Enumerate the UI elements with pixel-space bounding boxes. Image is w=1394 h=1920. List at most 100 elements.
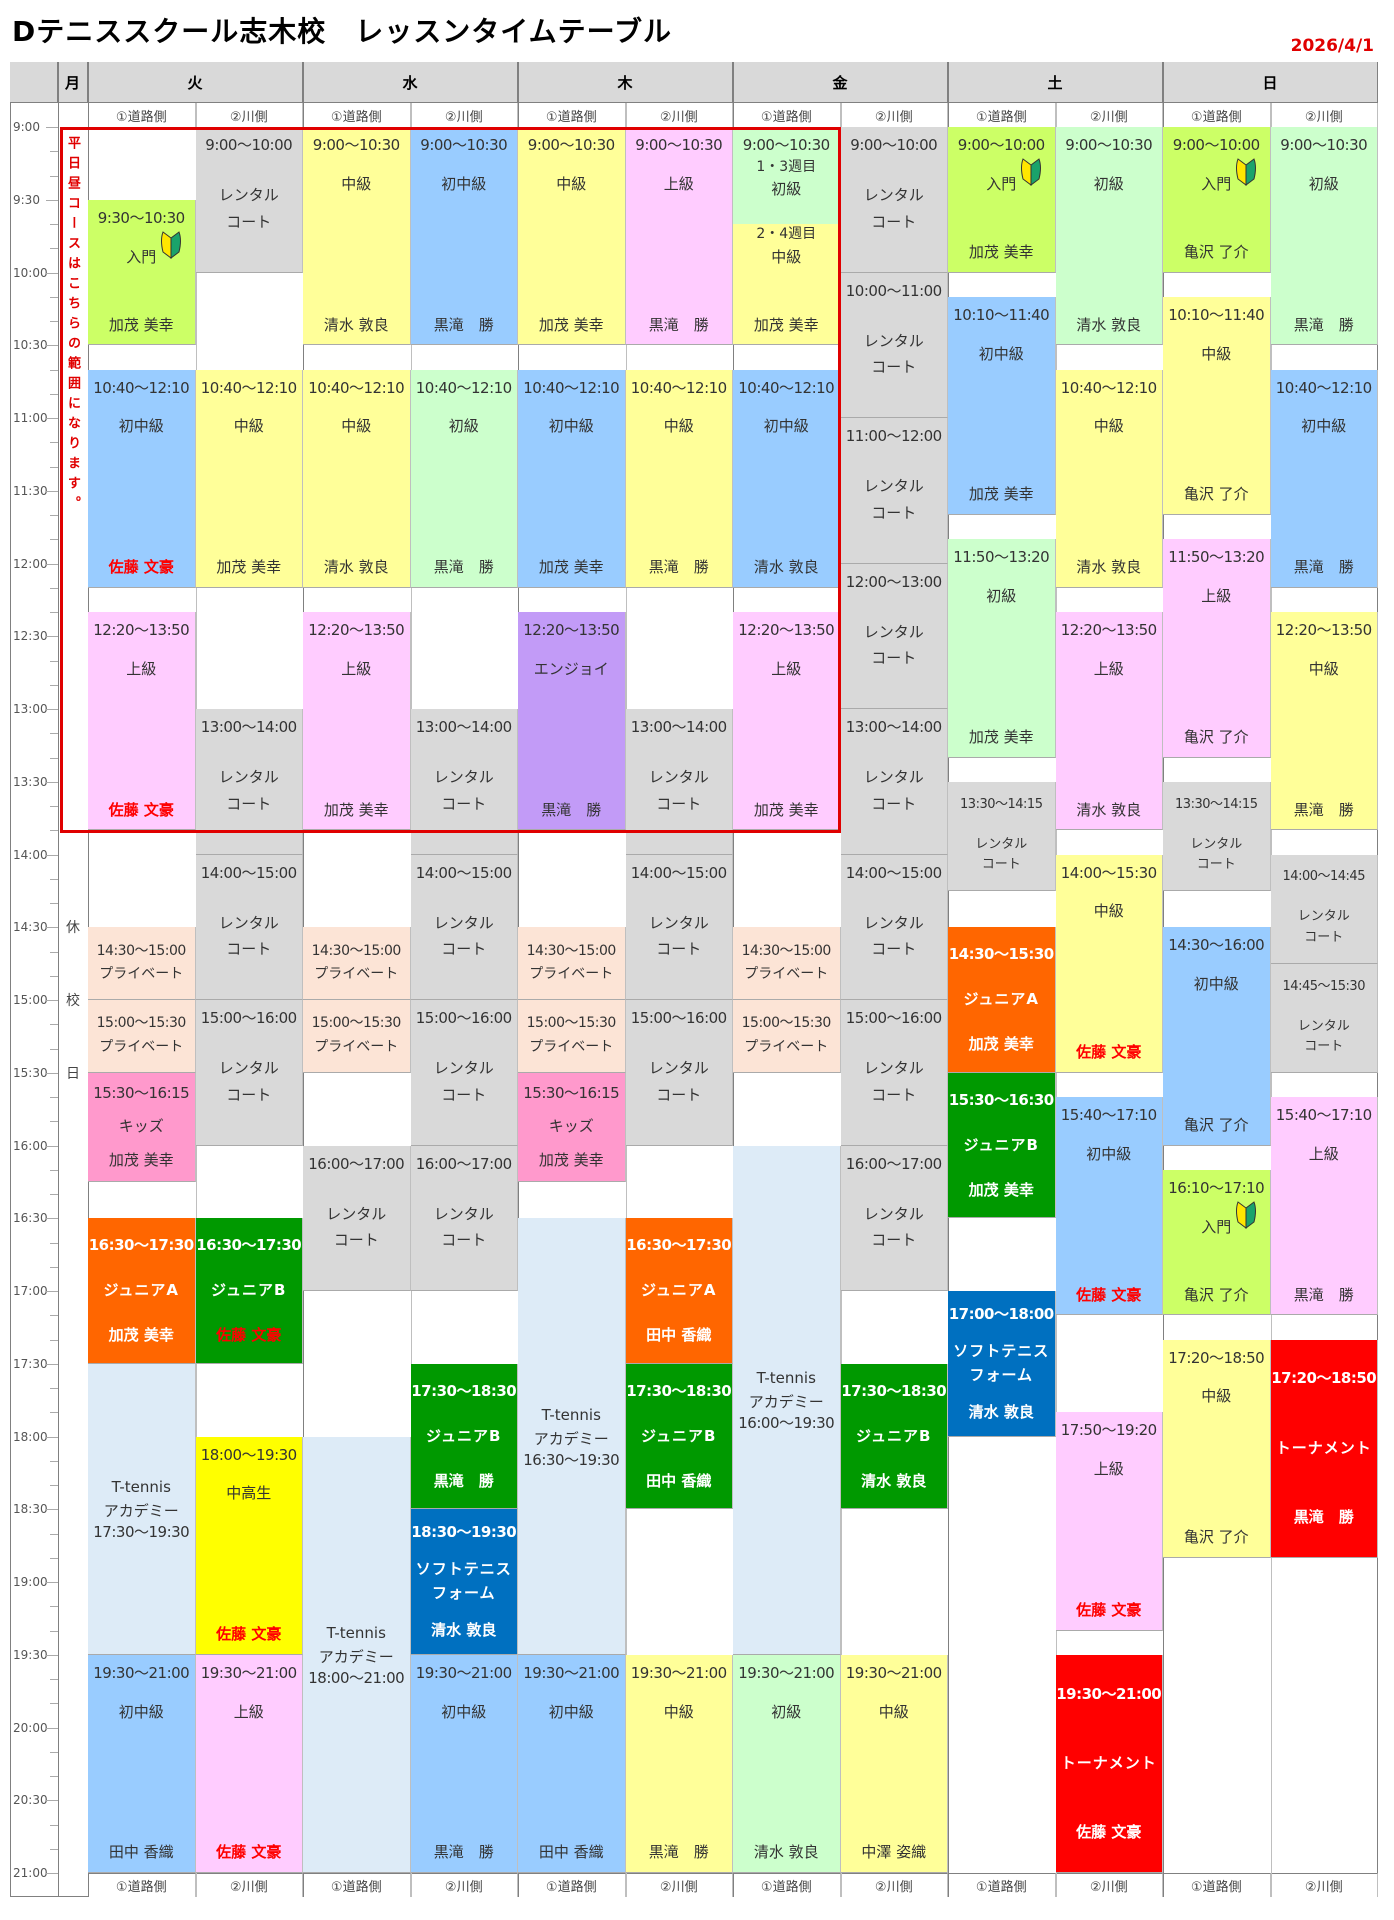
lesson-cell[interactable]: 13:00〜14:00 レンタル コート xyxy=(840,709,948,855)
lesson-cell[interactable]: 13:00〜14:00 レンタル コート xyxy=(410,709,518,855)
lesson-cell[interactable]: 12:00〜13:00 レンタル コート xyxy=(840,563,948,709)
lesson-cell[interactable]: 9:00〜10:30 上級 黒滝 勝 xyxy=(625,127,733,346)
lesson-cell[interactable]: 9:00〜10:30 初中級 黒滝 勝 xyxy=(410,127,518,346)
lesson-cell[interactable]: 12:20〜13:50 中級 黒滝 勝 xyxy=(1270,612,1378,831)
lesson-cell[interactable]: 9:00〜10:30 中級 加茂 美幸 xyxy=(518,127,626,346)
lesson-cell[interactable]: 19:30〜21:00 初中級 田中 香織 xyxy=(518,1654,626,1873)
lesson-cell[interactable]: 15:00〜15:30 プライベート xyxy=(88,1000,196,1073)
lesson-cell[interactable]: 14:45〜15:30 レンタル コート xyxy=(1270,963,1378,1073)
lesson-cell[interactable]: 17:50〜19:20 上級 佐藤 文豪 xyxy=(1055,1412,1163,1631)
lesson-cell[interactable]: 11:00〜12:00 レンタル コート xyxy=(840,418,948,564)
lesson-cell[interactable]: 15:00〜16:00 レンタル コート xyxy=(410,1000,518,1146)
lesson-cell[interactable]: 14:00〜14:45 レンタル コート xyxy=(1270,854,1378,964)
lesson-cell[interactable]: 10:40〜12:10 中級 黒滝 勝 xyxy=(625,369,733,588)
lesson-cell[interactable]: 10:10〜11:40 中級 亀沢 了介 xyxy=(1163,296,1271,515)
lesson-cell[interactable]: 16:30〜17:30 ジュニアA 加茂 美幸 xyxy=(88,1218,196,1364)
lesson-cell[interactable]: 16:10〜17:10 入門 亀沢 了介 xyxy=(1163,1169,1271,1316)
lesson-cell[interactable]: 9:00〜10:00 入門 亀沢 了介 xyxy=(1163,127,1271,273)
lesson-cell[interactable]: 14:30〜15:00 プライベート xyxy=(88,927,196,1000)
lesson-cell[interactable]: 9:00〜10:00 レンタル コート xyxy=(840,127,948,273)
lesson-cell[interactable]: T-tennis アカデミー 16:30〜19:30 xyxy=(518,1218,626,1655)
lesson-cell[interactable]: 10:10〜11:40 初中級 加茂 美幸 xyxy=(948,296,1056,515)
lesson-cell[interactable]: 14:30〜15:00 プライベート xyxy=(733,927,841,1000)
day-header: 木 xyxy=(518,62,733,103)
lesson-cell[interactable]: 16:30〜17:30 ジュニアB 佐藤 文豪 xyxy=(195,1218,303,1364)
lesson-cell[interactable]: 11:50〜13:20 初級 加茂 美幸 xyxy=(948,539,1056,758)
lesson-cell[interactable]: 14:00〜15:30 中級 佐藤 文豪 xyxy=(1055,854,1163,1073)
lesson-cell[interactable]: 19:30〜21:00 上級 佐藤 文豪 xyxy=(195,1654,303,1873)
lesson-cell[interactable]: 12:20〜13:50 上級 加茂 美幸 xyxy=(303,612,411,831)
lesson-cell[interactable]: 10:40〜12:10 中級 加茂 美幸 xyxy=(195,369,303,588)
lesson-cell[interactable]: 14:00〜15:00 レンタル コート xyxy=(195,854,303,1000)
lesson-cell[interactable]: 15:40〜17:10 上級 黒滝 勝 xyxy=(1270,1097,1378,1316)
lesson-cell[interactable]: 15:00〜16:00 レンタル コート xyxy=(840,1000,948,1146)
lesson-cell[interactable]: 9:30〜10:30 入門 加茂 美幸 xyxy=(88,199,196,346)
lesson-cell[interactable]: 19:30〜21:00 中級 中澤 姿織 xyxy=(840,1654,948,1873)
split-lesson-cell[interactable]: 9:00〜10:30 1・3週目 初級 2・4週目 中級 加茂 美幸 xyxy=(733,127,841,346)
lesson-cell[interactable]: 14:00〜15:00 レンタル コート xyxy=(410,854,518,1000)
lesson-cell[interactable]: 11:50〜13:20 上級 亀沢 了介 xyxy=(1163,539,1271,758)
lesson-cell[interactable]: 9:00〜10:30 初級 清水 敦良 xyxy=(1055,127,1163,346)
lesson-cell[interactable]: 13:30〜14:15 レンタル コート xyxy=(948,781,1056,891)
lesson-cell[interactable]: 10:40〜12:10 初中級 佐藤 文豪 xyxy=(88,369,196,588)
lesson-cell[interactable]: 19:30〜21:00 初中級 田中 香織 xyxy=(88,1654,196,1873)
lesson-cell[interactable]: 18:00〜19:30 中高生 佐藤 文豪 xyxy=(195,1436,303,1655)
lesson-cell[interactable]: 15:30〜16:15 キッズ 加茂 美幸 xyxy=(518,1072,626,1182)
lesson-cell[interactable]: 12:20〜13:50 上級 佐藤 文豪 xyxy=(88,612,196,831)
lesson-cell[interactable]: 9:00〜10:00 レンタル コート xyxy=(195,127,303,273)
lesson-cell[interactable]: 18:30〜19:30 ソフトテニス フォーム 清水 敦良 xyxy=(410,1509,518,1655)
lesson-cell[interactable]: 19:30〜21:00 初中級 黒滝 勝 xyxy=(410,1654,518,1873)
lesson-cell[interactable]: 17:30〜18:30 ジュニアB 黒滝 勝 xyxy=(410,1363,518,1510)
lesson-cell[interactable]: 13:00〜14:00 レンタル コート xyxy=(195,709,303,855)
lesson-cell[interactable]: 14:00〜15:00 レンタル コート xyxy=(840,854,948,1000)
coach-name: 田中 香織 xyxy=(108,1843,174,1862)
lesson-cell[interactable]: 10:40〜12:10 初中級 加茂 美幸 xyxy=(518,369,626,588)
lesson-cell[interactable]: 10:40〜12:10 初中級 清水 敦良 xyxy=(733,369,841,588)
lesson-cell[interactable]: 10:40〜12:10 中級 清水 敦良 xyxy=(1055,369,1163,588)
lesson-cell[interactable]: T-tennis アカデミー 18:00〜21:00 xyxy=(303,1436,411,1873)
lesson-cell[interactable]: T-tennis アカデミー 16:00〜19:30 xyxy=(733,1145,841,1655)
lesson-cell[interactable]: 15:00〜15:30 プライベート xyxy=(303,1000,411,1073)
lesson-cell[interactable]: 14:30〜15:30 ジュニアA 加茂 美幸 xyxy=(948,927,1056,1073)
lesson-cell[interactable]: 17:20〜18:50 中級 亀沢 了介 xyxy=(1163,1339,1271,1558)
beginner-mark-icon xyxy=(1234,1200,1258,1230)
lesson-cell[interactable]: 10:40〜12:10 初中級 黒滝 勝 xyxy=(1270,369,1378,588)
lesson-time: 10:40〜12:10 xyxy=(415,378,512,397)
lesson-cell[interactable]: 10:40〜12:10 中級 清水 敦良 xyxy=(303,369,411,588)
lesson-cell[interactable]: 15:00〜16:00 レンタル コート xyxy=(625,1000,733,1146)
lesson-cell[interactable]: 16:00〜17:00 レンタル コート xyxy=(303,1145,411,1291)
lesson-cell[interactable]: 15:00〜15:30 プライベート xyxy=(733,1000,841,1073)
lesson-cell[interactable]: 15:30〜16:15 キッズ 加茂 美幸 xyxy=(88,1072,196,1182)
lesson-cell[interactable]: 16:00〜17:00 レンタル コート xyxy=(840,1145,948,1291)
lesson-cell[interactable]: 10:40〜12:10 初級 黒滝 勝 xyxy=(410,369,518,588)
lesson-cell[interactable]: 17:20〜18:50 トーナメント 黒滝 勝 xyxy=(1270,1339,1378,1558)
lesson-cell[interactable]: 15:00〜16:00 レンタル コート xyxy=(195,1000,303,1146)
lesson-cell[interactable]: 14:30〜16:00 初中級 亀沢 了介 xyxy=(1163,927,1271,1146)
lesson-cell[interactable]: 16:00〜17:00 レンタル コート xyxy=(410,1145,518,1291)
lesson-cell[interactable]: 15:30〜16:30 ジュニアB 加茂 美幸 xyxy=(948,1072,1056,1219)
lesson-cell[interactable]: 15:40〜17:10 初中級 佐藤 文豪 xyxy=(1055,1097,1163,1316)
lesson-cell[interactable]: 16:30〜17:30 ジュニアA 田中 香織 xyxy=(625,1218,733,1364)
lesson-cell[interactable]: 17:30〜18:30 ジュニアB 清水 敦良 xyxy=(840,1363,948,1510)
lesson-cell[interactable]: 13:30〜14:15 レンタル コート xyxy=(1163,781,1271,891)
lesson-cell[interactable]: 10:00〜11:00 レンタル コート xyxy=(840,272,948,418)
lesson-cell[interactable]: 19:30〜21:00 中級 黒滝 勝 xyxy=(625,1654,733,1873)
lesson-cell[interactable]: 17:30〜18:30 ジュニアB 田中 香織 xyxy=(625,1363,733,1510)
lesson-cell[interactable]: 19:30〜21:00 初級 清水 敦良 xyxy=(733,1654,841,1873)
lesson-cell[interactable]: 19:30〜21:00 トーナメント 佐藤 文豪 xyxy=(1055,1654,1163,1873)
lesson-cell[interactable]: 13:00〜14:00 レンタル コート xyxy=(625,709,733,855)
lesson-cell[interactable]: 14:30〜15:00 プライベート xyxy=(303,927,411,1000)
lesson-cell[interactable]: 14:30〜15:00 プライベート xyxy=(518,927,626,1000)
lesson-cell[interactable]: 9:00〜10:30 初級 黒滝 勝 xyxy=(1270,127,1378,346)
lesson-cell[interactable]: 12:20〜13:50 上級 加茂 美幸 xyxy=(733,612,841,831)
lesson-cell[interactable]: 9:00〜10:00 入門 加茂 美幸 xyxy=(948,127,1056,273)
lesson-cell[interactable]: 12:20〜13:50 上級 清水 敦良 xyxy=(1055,612,1163,831)
lesson-cell[interactable]: 17:00〜18:00 ソフトテニス フォーム 清水 敦良 xyxy=(948,1291,1056,1437)
lesson-level: 上級 xyxy=(126,659,157,678)
lesson-cell[interactable]: 9:00〜10:30 中級 清水 敦良 xyxy=(303,127,411,346)
rental-court-label: レンタル コート xyxy=(433,768,494,813)
lesson-cell[interactable]: T-tennis アカデミー 17:30〜19:30 xyxy=(88,1363,196,1655)
lesson-cell[interactable]: 14:00〜15:00 レンタル コート xyxy=(625,854,733,1000)
lesson-cell[interactable]: 12:20〜13:50 エンジョイ 黒滝 勝 xyxy=(518,612,626,831)
lesson-cell[interactable]: 15:00〜15:30 プライベート xyxy=(518,1000,626,1073)
